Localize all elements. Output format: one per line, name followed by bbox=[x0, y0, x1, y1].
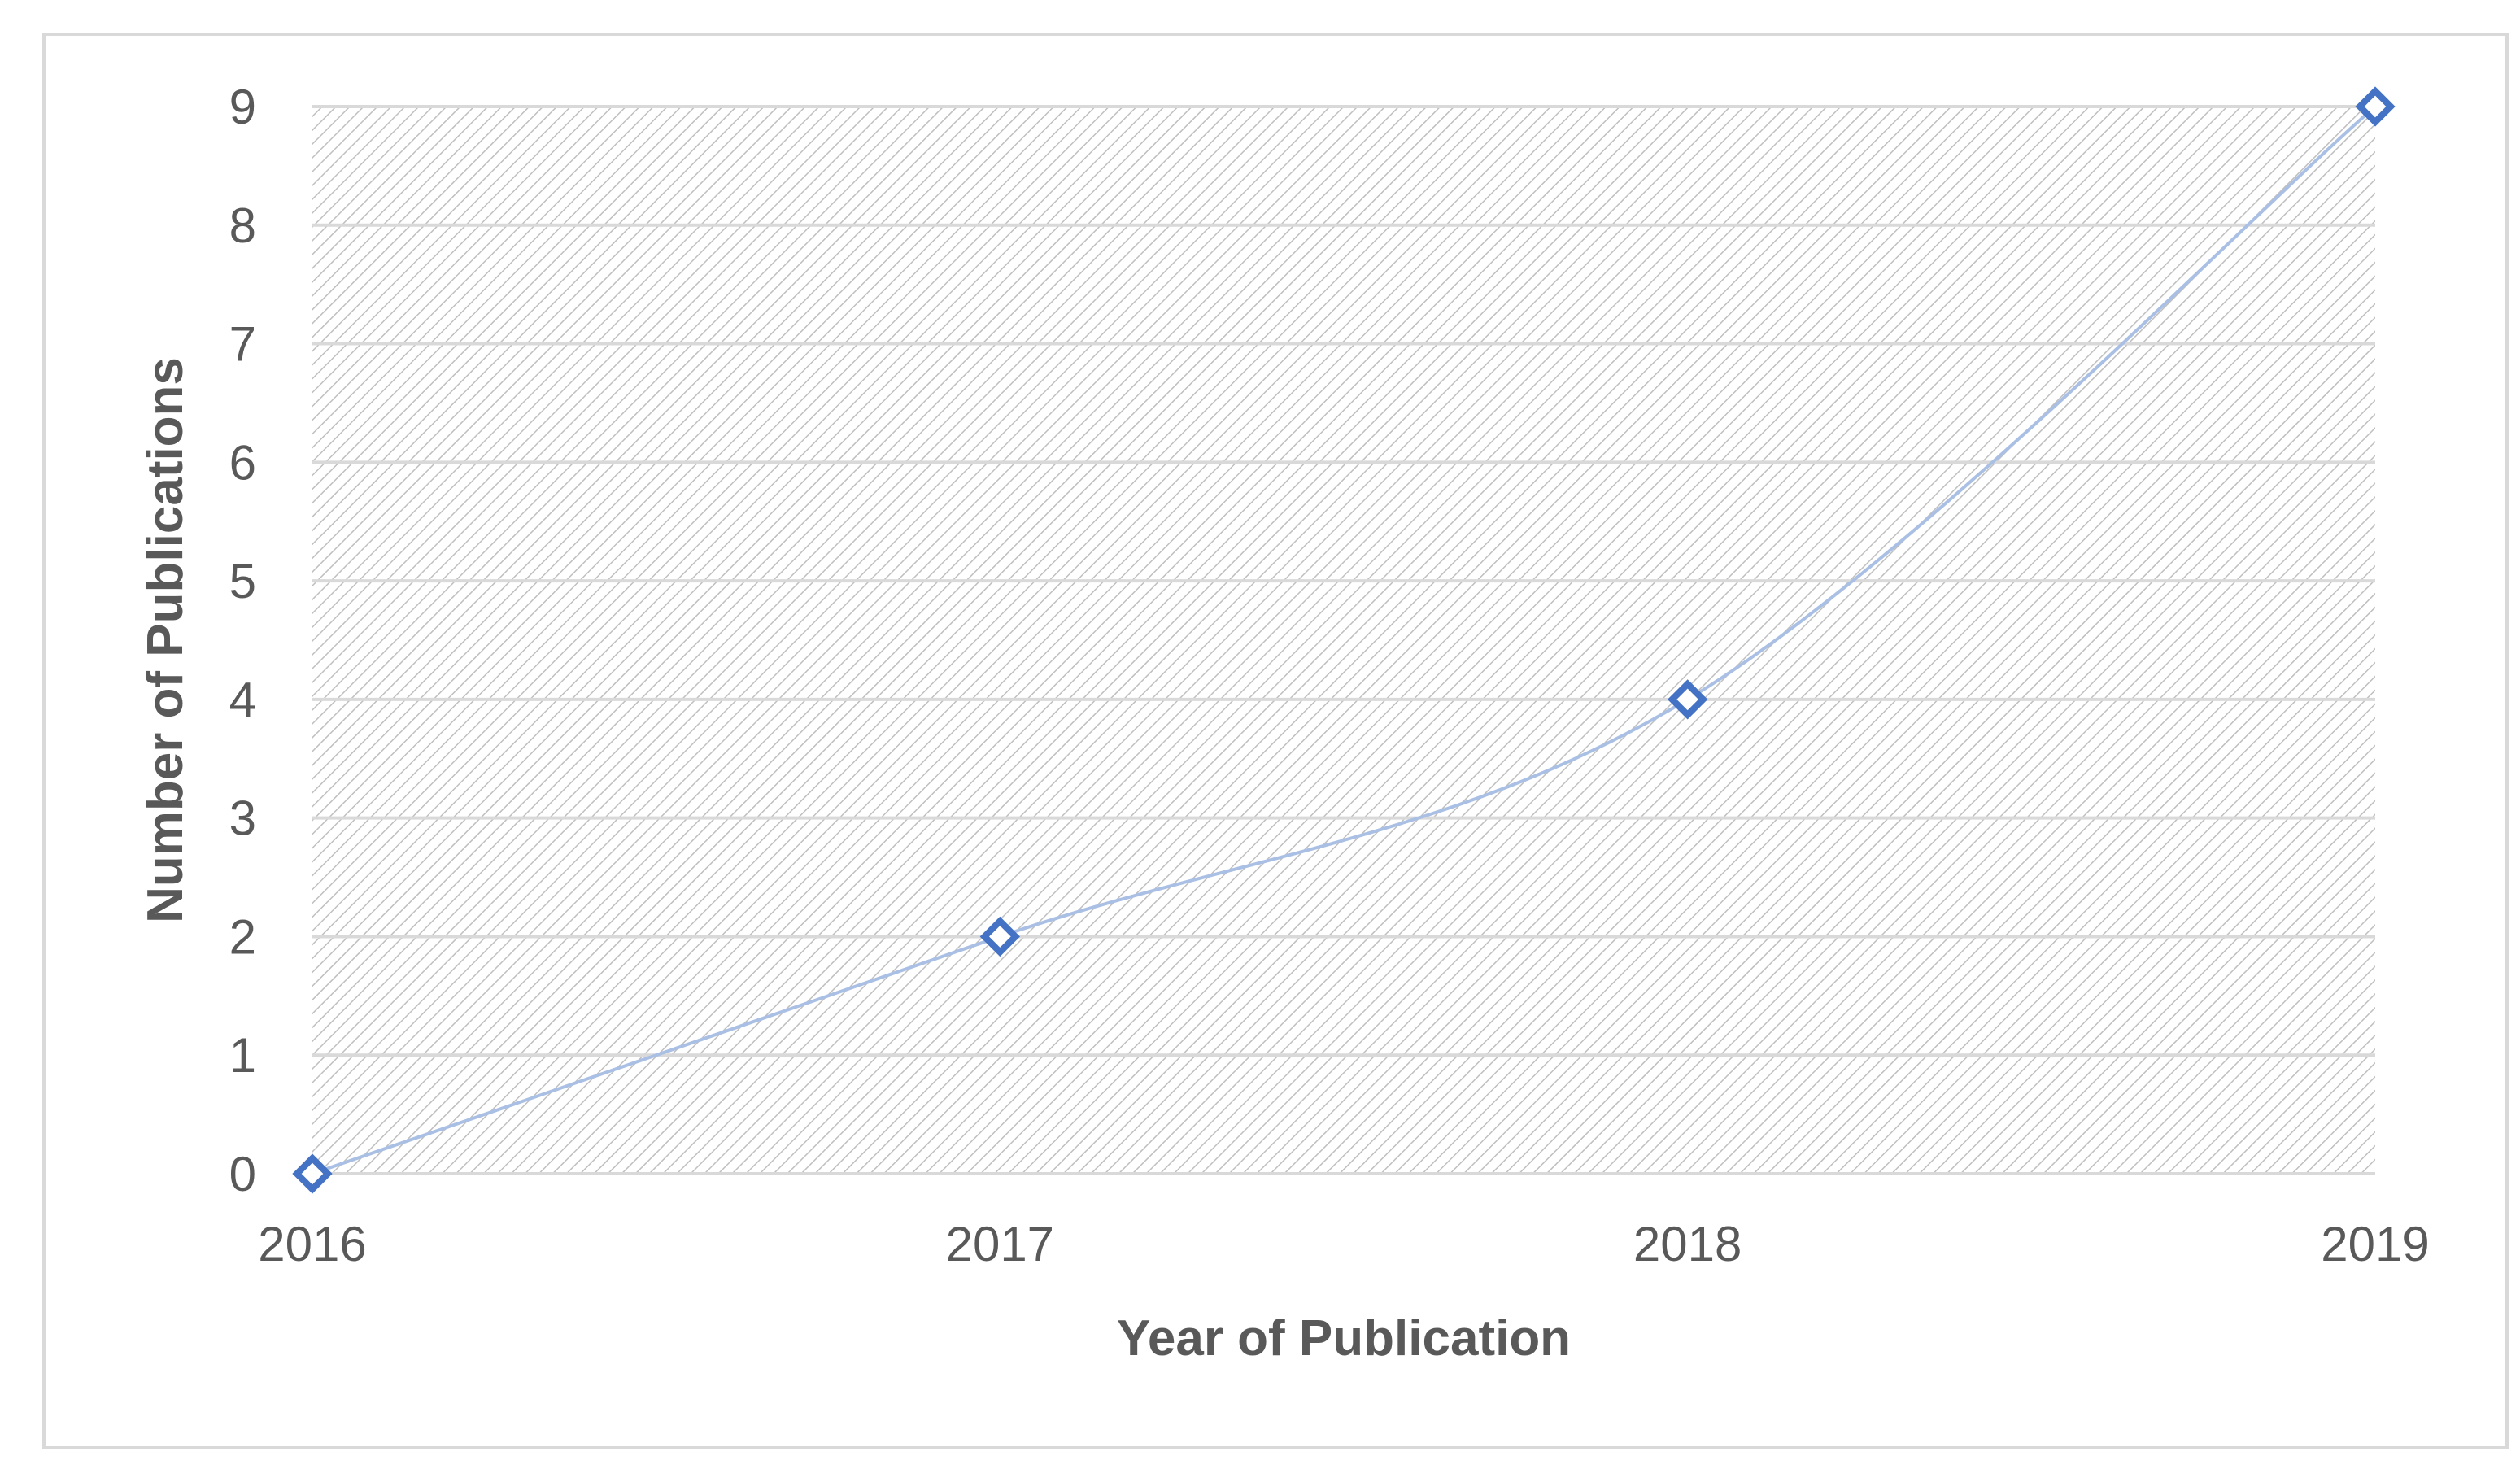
y-tick-label: 1 bbox=[229, 1028, 256, 1083]
plot-area bbox=[312, 107, 2375, 1174]
data-point-marker bbox=[1668, 679, 1708, 720]
data-point-marker bbox=[2355, 86, 2396, 127]
x-tick-label: 2016 bbox=[258, 1217, 366, 1271]
y-tick-label: 7 bbox=[229, 317, 256, 372]
y-tick-label: 6 bbox=[229, 435, 256, 490]
series-line bbox=[312, 105, 2377, 1175]
x-axis-title: Year of Publication bbox=[1117, 1310, 1571, 1366]
y-tick-label: 5 bbox=[229, 554, 256, 608]
y-axis-ticks: 0 1 2 3 4 5 6 7 8 9 bbox=[229, 80, 256, 1201]
y-axis-title: Number of Publications bbox=[137, 357, 194, 923]
data-point-marker bbox=[979, 916, 1020, 957]
data-point-marker bbox=[292, 1153, 333, 1194]
y-tick-label: 2 bbox=[229, 909, 256, 964]
y-tick-label: 8 bbox=[229, 198, 256, 253]
x-tick-label: 2018 bbox=[1633, 1217, 1742, 1271]
x-tick-label: 2017 bbox=[946, 1217, 1054, 1271]
y-tick-label: 0 bbox=[229, 1147, 256, 1201]
y-tick-label: 9 bbox=[229, 80, 256, 134]
y-tick-label: 3 bbox=[229, 791, 256, 846]
x-axis-ticks: 2016 2017 2018 2019 bbox=[258, 1217, 2429, 1271]
x-tick-label: 2019 bbox=[2321, 1217, 2429, 1271]
data-markers bbox=[292, 86, 2396, 1194]
y-tick-label: 4 bbox=[229, 673, 256, 727]
